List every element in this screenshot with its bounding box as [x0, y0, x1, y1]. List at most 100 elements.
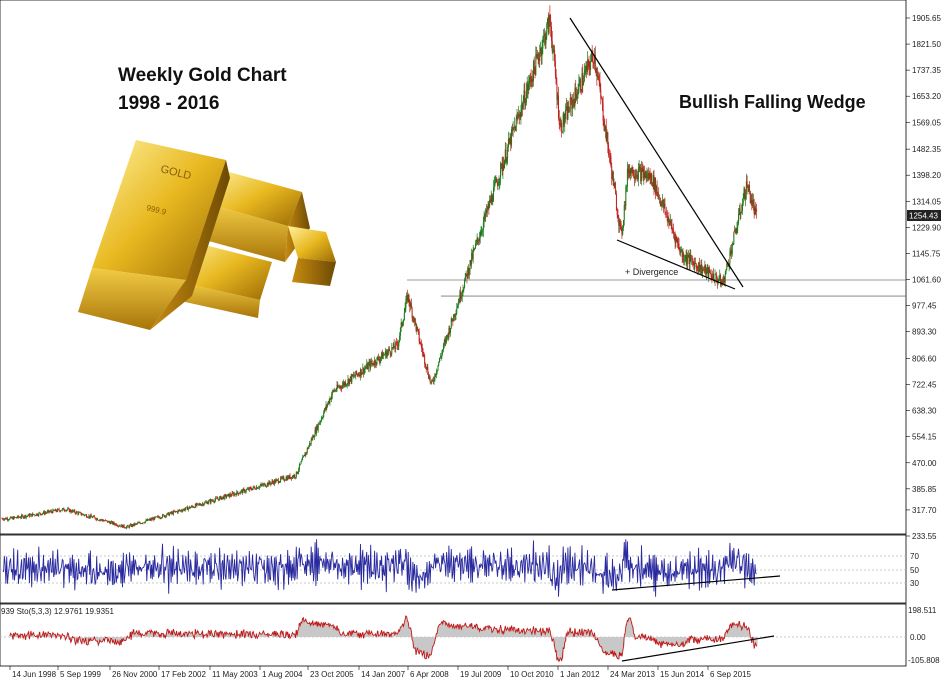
stochastic-bar	[137, 634, 140, 637]
candle-body	[705, 268, 707, 275]
candle-body	[16, 517, 18, 519]
candle-body	[600, 89, 602, 98]
candle-body	[420, 343, 422, 344]
candle-body	[528, 84, 530, 91]
candle-body	[358, 374, 360, 376]
time-tick-label: 24 Mar 2013	[610, 670, 655, 679]
candle-body	[506, 157, 508, 162]
stochastic-bar	[710, 637, 713, 641]
candle-body	[271, 481, 273, 483]
stochastic-bar	[531, 630, 534, 637]
stochastic-bar	[667, 637, 670, 645]
candle-body	[96, 518, 98, 520]
stochastic-bar	[420, 637, 423, 652]
candle-body	[354, 376, 356, 377]
stochastic-bar	[525, 631, 528, 637]
candle-body	[32, 513, 34, 517]
candle-body	[10, 516, 12, 519]
candle-body	[753, 204, 755, 214]
candle-body	[265, 486, 267, 487]
stochastic-line	[9, 615, 757, 662]
candle-body	[666, 212, 668, 222]
candle-body	[302, 456, 304, 458]
candle-body	[706, 267, 708, 269]
candle-body	[473, 248, 475, 251]
candle-body	[700, 264, 702, 270]
candle-body	[12, 517, 14, 520]
stochastic-bar	[699, 637, 702, 641]
candle-body	[686, 254, 688, 264]
candle-body	[244, 491, 246, 493]
stochastic-bar	[685, 637, 688, 642]
stochastic-bar	[320, 622, 323, 637]
stochastic-bar	[123, 637, 126, 641]
price-tick-label: 317.70	[912, 506, 937, 515]
candle-body	[107, 521, 109, 523]
stochastic-bar	[403, 623, 406, 637]
stochastic-bar	[85, 637, 88, 645]
candle-body	[234, 493, 236, 495]
candle-body	[187, 506, 189, 510]
candle-body	[429, 376, 431, 382]
candle-body	[17, 515, 19, 518]
stochastic-bar	[307, 623, 310, 637]
pane-frames	[0, 0, 907, 667]
candle-body	[550, 26, 552, 41]
candle-body	[343, 382, 345, 386]
wedge-lines	[569, 17, 744, 290]
stochastic-bar	[465, 626, 468, 637]
stochastic-bar	[90, 637, 93, 640]
stochastic-bar	[617, 637, 620, 659]
candle-body	[132, 523, 134, 526]
candle-body	[377, 356, 379, 358]
candle-body	[195, 504, 197, 506]
candle-body	[643, 172, 645, 179]
stochastic-bar	[526, 629, 529, 637]
candle-body	[350, 376, 352, 382]
candle-body	[649, 173, 651, 179]
candle-body	[496, 178, 498, 183]
candle-body	[628, 169, 630, 174]
candle-body	[193, 507, 195, 508]
candle-body	[319, 422, 321, 425]
candle-body	[344, 382, 346, 386]
stochastic-bar	[227, 633, 230, 637]
candle-body	[403, 320, 405, 323]
candle-body	[126, 525, 128, 527]
rsi-level-70: 70	[910, 552, 919, 561]
candle-body	[290, 477, 292, 479]
candle-body	[42, 513, 44, 514]
candle-body	[44, 512, 46, 515]
candle-body	[21, 515, 23, 516]
stochastic-bar	[558, 637, 561, 661]
stochastic-bar	[370, 631, 373, 637]
candle-body	[207, 502, 209, 504]
candle-body	[183, 508, 185, 511]
candle-body	[751, 200, 753, 206]
candle-body	[436, 370, 438, 373]
candle-body	[730, 249, 732, 252]
candle-body	[608, 155, 610, 156]
candle-body	[3, 519, 5, 520]
stochastic-bar	[184, 631, 187, 637]
candle-body	[541, 48, 543, 56]
candle-body	[532, 79, 534, 82]
stochastic-bar	[473, 625, 476, 637]
time-tick-label: 6 Apr 2008	[410, 670, 449, 679]
candle-body	[667, 218, 669, 222]
candle-body	[284, 480, 286, 481]
candle-body	[411, 308, 413, 318]
candle-body	[514, 125, 516, 128]
stochastic-bar	[351, 633, 354, 637]
candle-body	[154, 516, 156, 518]
candle-body	[750, 200, 752, 203]
candle-body	[640, 167, 642, 182]
stochastic-bar	[418, 637, 421, 651]
candle-body	[408, 294, 410, 303]
stochastic-bar	[725, 630, 728, 637]
candle-body	[572, 99, 574, 109]
candle-body	[304, 454, 306, 457]
candle-body	[694, 262, 696, 269]
stochastic-bar	[514, 632, 517, 637]
candle-body	[698, 262, 700, 272]
